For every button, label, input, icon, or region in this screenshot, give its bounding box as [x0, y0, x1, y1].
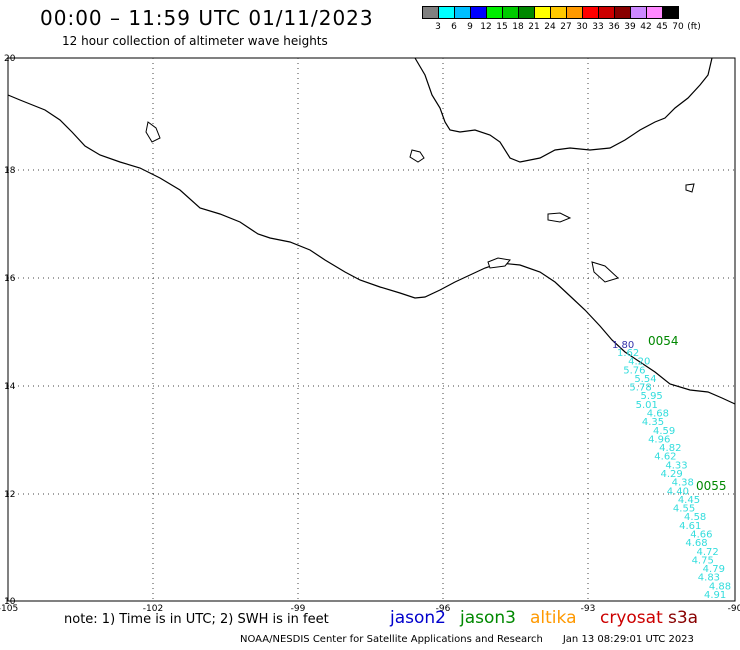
swh-value-label: 4.35	[642, 417, 664, 428]
swh-value-label: 4.79	[703, 564, 725, 575]
swh-value-label: 5.01	[636, 400, 658, 411]
yucatan-coastline	[414, 57, 713, 163]
coastline	[7, 57, 736, 405]
small-island-6	[685, 183, 695, 193]
satellite-name: jason3	[460, 608, 516, 628]
legend-label: 39	[624, 22, 636, 32]
jason2-value-label: 1.80	[612, 340, 634, 351]
longitude-label: -105	[0, 604, 18, 614]
map-subtitle: 12 hour collection of altimeter wave hei…	[62, 34, 328, 48]
latitude-label: 20	[4, 54, 16, 64]
longitude-labels: -105 -102 -99 -96 -93 -90	[0, 604, 740, 614]
small-island-2	[547, 212, 572, 223]
legend-label: 9	[467, 22, 473, 32]
legend-label: 33	[592, 22, 604, 32]
legend-label: 21	[528, 22, 540, 32]
swh-value-label: 1.62	[617, 348, 639, 359]
swh-value-label: 4.82	[659, 443, 681, 454]
footer-note: note: 1) Time is in UTC; 2) SWH is in fe…	[64, 612, 329, 627]
mexico-pacific-coastline	[7, 94, 736, 405]
map-title: 00:00 – 11:59 UTC 01/11/2023	[40, 6, 374, 30]
swh-value-label: 4.88	[709, 581, 731, 592]
swh-value-label: 4.66	[690, 530, 712, 541]
satellite-name: altika	[530, 608, 577, 628]
legend-label: 45	[656, 22, 668, 32]
timestamp-text: Jan 13 08:29:01 UTC 2023	[562, 634, 694, 645]
swh-value-label: 4.20	[628, 357, 650, 368]
longitude-label: -93	[581, 604, 596, 614]
legend-label: 42	[640, 22, 652, 32]
satellite-name: jason2	[390, 608, 446, 628]
satellite-name: cryosat	[600, 608, 663, 628]
swh-value-label: 4.72	[696, 547, 718, 558]
swh-value-label: 5.76	[623, 365, 645, 376]
swh-value-label: 4.40	[667, 486, 689, 497]
map-frame	[7, 57, 736, 602]
swh-value-label: 4.61	[679, 521, 701, 532]
jason3-pass-label: 0054	[648, 334, 679, 348]
longitude-label: -96	[436, 604, 451, 614]
jason3-pass-label: 0055	[696, 479, 727, 493]
legend-swatch	[662, 6, 679, 19]
legend-label: 6	[451, 22, 457, 32]
longitude-label: -102	[143, 604, 163, 614]
legend-label: 18	[512, 22, 524, 32]
swh-value-label: 4.96	[648, 434, 670, 445]
legend-label: 3	[435, 22, 441, 32]
swh-value-label: 4.75	[692, 555, 714, 566]
swh-value-label: 4.59	[653, 426, 675, 437]
legend-label: 15	[496, 22, 508, 32]
latitude-label: 14	[4, 382, 16, 392]
small-island-1	[409, 149, 425, 163]
swh-value-label: 4.45	[678, 495, 700, 506]
latitude-label: 18	[4, 166, 16, 176]
latitude-label: 16	[4, 274, 16, 284]
swh-value-label: 4.38	[672, 478, 694, 489]
legend-label: 27	[560, 22, 572, 32]
swh-value-label: 4.58	[684, 512, 706, 523]
latitude-labels: 20 18 16 14 12 10	[4, 54, 16, 607]
swh-value-label: 5.95	[641, 391, 663, 402]
altimeter-track: 1.624.205.765.545.785.955.014.684.354.59…	[612, 334, 731, 601]
swh-value-label: 4.68	[647, 409, 669, 420]
wave-height-color-legend	[422, 6, 679, 19]
swh-value-label: 5.78	[629, 383, 651, 394]
swh-value-label: 4.62	[654, 452, 676, 463]
legend-label: 36	[608, 22, 620, 32]
swh-value-label: 4.68	[685, 538, 707, 549]
legend-label: 24	[544, 22, 556, 32]
credit-text: NOAA/NESDIS Center for Satellite Applica…	[240, 634, 543, 645]
latitude-label: 10	[4, 597, 16, 607]
legend-label: 12	[480, 22, 492, 32]
swh-value-label: 4.33	[665, 460, 687, 471]
swh-value-label: 5.54	[634, 374, 656, 385]
legend-label: (ft)	[687, 22, 701, 32]
small-island-3	[487, 257, 511, 269]
footer-credit-line: NOAA/NESDIS Center for Satellite Applica…	[240, 634, 694, 645]
legend-label: 30	[576, 22, 588, 32]
swh-value-label: 4.91	[704, 590, 726, 601]
longitude-label: -90	[728, 604, 740, 614]
satellite-name: s3a	[668, 608, 699, 628]
swh-value-label: 4.83	[698, 573, 720, 584]
small-island-4	[591, 261, 619, 283]
small-island-5	[145, 121, 161, 143]
swh-value-label: 4.29	[661, 469, 683, 480]
legend-label: 70	[672, 22, 684, 32]
longitude-label: -99	[291, 604, 306, 614]
latitude-label: 12	[4, 490, 15, 500]
swh-value-label: 4.55	[673, 504, 695, 515]
